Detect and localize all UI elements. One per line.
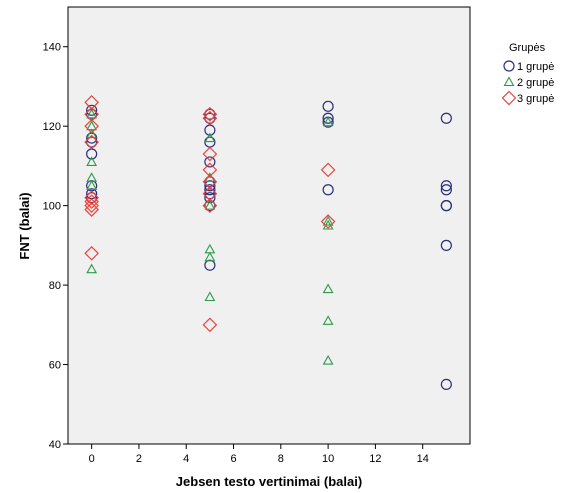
plot-area	[67, 6, 471, 445]
x-tick-label: 12	[369, 453, 381, 465]
data-point-series-1	[204, 108, 216, 120]
data-point-series-2	[322, 354, 334, 365]
legend-marker-series-2	[503, 76, 515, 87]
x-tick-label: 0	[89, 453, 95, 465]
data-point-series-2	[204, 251, 216, 262]
data-point-series-1	[204, 112, 216, 124]
data-point-series-2	[204, 200, 216, 210]
data-points	[84, 94, 452, 391]
legend-items: 1 grupė 2 grupė 3 grupė	[501, 60, 554, 106]
data-point-series-3	[84, 190, 99, 206]
data-point-series-2	[322, 315, 334, 325]
data-point-series-1	[440, 184, 452, 196]
data-point-series-3	[84, 245, 99, 261]
data-point-series-1	[204, 192, 216, 204]
x-tick-label: 6	[230, 453, 236, 465]
data-point-series-1	[440, 239, 452, 251]
y-tick-label: 80	[49, 280, 61, 292]
legend-marker-series-1	[503, 60, 515, 72]
data-point-series-1	[440, 180, 452, 192]
data-point-series-1	[86, 104, 98, 116]
data-point-series-3	[320, 214, 336, 229]
data-point-series-3	[202, 317, 218, 333]
data-point-series-3	[84, 202, 99, 217]
data-point-series-1	[440, 378, 452, 391]
data-point-series-3	[84, 94, 99, 110]
data-point-series-1	[204, 180, 216, 192]
x-tick-label: 8	[278, 453, 284, 465]
data-point-series-2	[322, 283, 334, 294]
data-point-series-2	[86, 263, 98, 274]
data-point-series-3	[84, 118, 99, 134]
data-point-series-3	[320, 162, 336, 178]
data-point-series-1	[322, 100, 334, 112]
data-point-series-2	[322, 116, 334, 127]
data-point-series-2	[86, 156, 98, 166]
data-point-series-1	[204, 259, 216, 271]
x-axis-title: Jebsen testo vertinimai (balai)	[176, 474, 362, 489]
x-tick-label: 4	[183, 453, 189, 465]
y-tick-label: 40	[49, 439, 61, 451]
data-point-series-3	[84, 194, 99, 210]
data-point-series-1	[440, 112, 452, 124]
data-point-series-1	[322, 184, 334, 196]
data-point-series-2	[86, 180, 98, 190]
y-tick-label: 60	[49, 360, 61, 372]
data-point-series-2	[204, 132, 216, 143]
legend-label: 1 grupė	[517, 61, 554, 73]
data-point-series-1	[322, 112, 334, 124]
data-point-series-3	[84, 198, 99, 213]
legend-marker-series-3	[501, 90, 517, 106]
legend-label: 3 grupė	[517, 93, 554, 105]
data-point-series-3	[84, 134, 99, 150]
data-point-series-3	[202, 174, 218, 190]
y-tick-label: 140	[43, 42, 61, 54]
legend-label: 2 grupė	[517, 77, 554, 89]
y-axis-title: FNT (balai)	[17, 192, 32, 259]
data-point-series-1	[86, 136, 98, 148]
data-point-series-1	[440, 200, 452, 212]
data-point-series-1	[204, 156, 216, 168]
data-point-series-3	[202, 186, 218, 202]
data-point-series-2	[86, 128, 98, 139]
x-tick-label: 14	[417, 453, 429, 465]
data-point-series-3	[202, 146, 218, 162]
x-tick-label: 2	[136, 453, 142, 465]
data-point-series-3	[84, 106, 99, 122]
y-tick-label: 120	[43, 121, 61, 133]
data-point-series-3	[202, 110, 218, 126]
legend-title: Grupės	[509, 42, 546, 54]
data-point-series-3	[202, 198, 218, 213]
data-point-series-3	[202, 106, 218, 122]
legend: Grupės 1 grupė 2 grupė 3 grupė	[501, 42, 554, 106]
data-point-series-3	[202, 162, 218, 178]
axis-ticks: 0 2 4 6 8 10 12 14 40 60 80 100 120 140	[43, 42, 429, 465]
data-point-series-2	[86, 108, 98, 119]
data-point-series-2	[204, 291, 216, 302]
x-tick-label: 10	[322, 453, 334, 465]
data-point-series-1	[204, 184, 216, 196]
data-point-series-2	[322, 215, 334, 226]
y-tick-label: 100	[43, 201, 61, 213]
